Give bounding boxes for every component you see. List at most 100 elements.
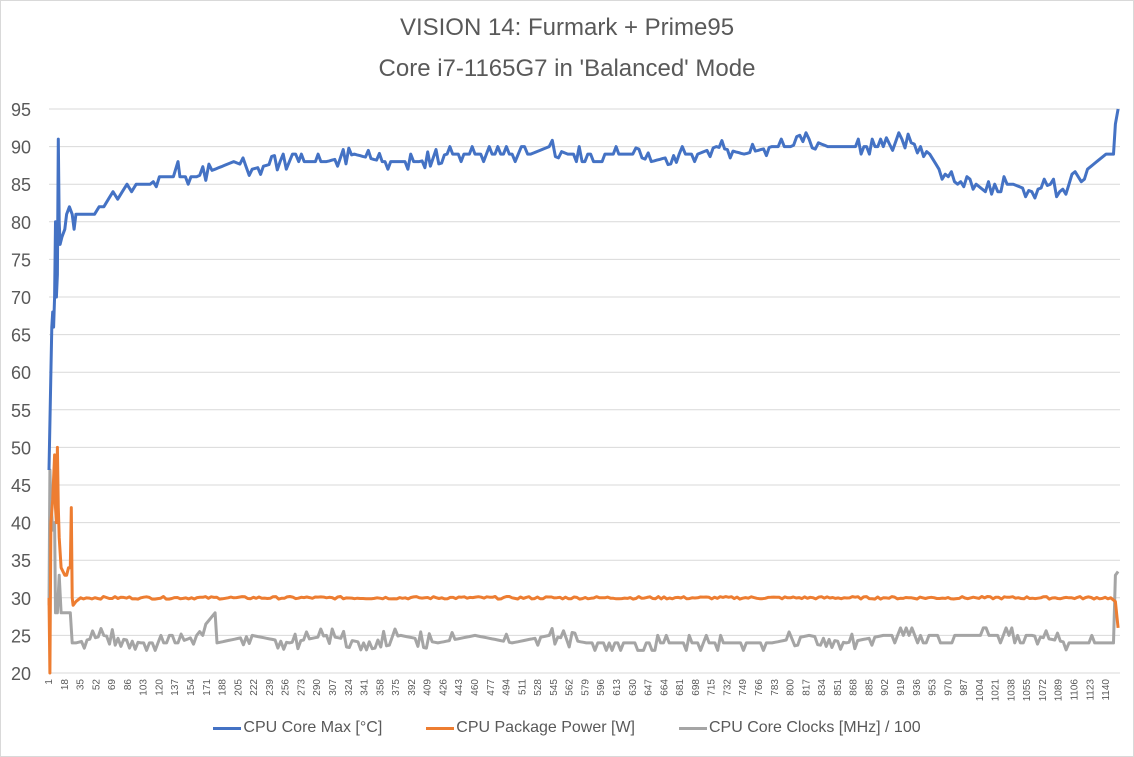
x-tick-label: 953 bbox=[928, 679, 939, 696]
x-tick-label: 103 bbox=[139, 679, 150, 696]
series-line-2 bbox=[47, 468, 1120, 652]
x-tick-label: 851 bbox=[833, 679, 844, 696]
series-line-0 bbox=[47, 108, 1120, 471]
x-tick-label: 1021 bbox=[991, 679, 1002, 702]
x-tick-label: 630 bbox=[628, 679, 639, 696]
x-tick-label: 409 bbox=[423, 679, 434, 696]
x-tick-label: 1072 bbox=[1038, 679, 1049, 702]
y-tick-label: 45 bbox=[11, 476, 31, 496]
y-tick-label: 35 bbox=[11, 551, 31, 571]
legend-label: CPU Core Max [°C] bbox=[243, 719, 383, 736]
x-tick-label: 290 bbox=[312, 679, 323, 696]
x-tick-label: 1004 bbox=[975, 679, 986, 702]
x-tick-label: 443 bbox=[454, 679, 465, 696]
x-tick-label: 902 bbox=[880, 679, 891, 696]
legend-label: CPU Core Clocks [MHz] / 100 bbox=[709, 719, 921, 736]
x-tick-label: 205 bbox=[233, 679, 244, 696]
chart-subtitle: Core i7-1165G7 in 'Balanced' Mode bbox=[378, 55, 756, 82]
x-tick-label: 613 bbox=[612, 679, 623, 696]
chart-title: VISION 14: Furmark + Prime95 bbox=[399, 14, 735, 41]
x-tick-label: 86 bbox=[123, 679, 134, 691]
x-tick-label: 222 bbox=[249, 679, 260, 696]
x-tick-label: 562 bbox=[565, 679, 576, 696]
y-tick-label: 90 bbox=[11, 138, 31, 158]
x-tick-label: 664 bbox=[659, 679, 670, 696]
y-tick-label: 70 bbox=[11, 288, 31, 308]
x-tick-label: 647 bbox=[644, 679, 655, 696]
y-tick-label: 40 bbox=[11, 514, 31, 534]
y-tick-label: 80 bbox=[11, 213, 31, 233]
x-tick-label: 120 bbox=[154, 679, 165, 696]
x-tick-label: 545 bbox=[549, 679, 560, 696]
legend: CPU Core Max [°C] CPU Package Power [W] … bbox=[0, 719, 1134, 737]
x-tick-label: 171 bbox=[202, 679, 213, 696]
legend-label: CPU Package Power [W] bbox=[456, 719, 635, 736]
x-tick-label: 885 bbox=[864, 679, 875, 696]
x-tick-label: 426 bbox=[438, 679, 449, 696]
legend-item-core-max: CPU Core Max [°C] bbox=[213, 719, 382, 737]
x-tick-label: 18 bbox=[60, 679, 71, 691]
x-tick-label: 52 bbox=[91, 679, 102, 691]
x-tick-label: 970 bbox=[943, 679, 954, 696]
x-tick-label: 1123 bbox=[1085, 679, 1096, 701]
y-tick-label: 85 bbox=[11, 175, 31, 195]
x-tick-label: 392 bbox=[407, 679, 418, 696]
x-tick-label: 596 bbox=[596, 679, 607, 696]
x-tick-label: 936 bbox=[912, 679, 923, 696]
x-tick-label: 341 bbox=[360, 679, 371, 696]
x-tick-label: 698 bbox=[691, 679, 702, 696]
x-tick-label: 1 bbox=[44, 679, 55, 685]
series-line-1 bbox=[47, 445, 1120, 675]
x-tick-label: 681 bbox=[675, 679, 686, 696]
x-tick-label: 239 bbox=[265, 679, 276, 696]
x-tick-label: 1038 bbox=[1006, 679, 1017, 702]
legend-swatch-blue-icon bbox=[213, 726, 242, 730]
x-tick-label: 154 bbox=[186, 679, 197, 696]
y-tick-label: 75 bbox=[11, 250, 31, 270]
x-tick-label: 732 bbox=[722, 679, 733, 696]
legend-swatch-orange-icon bbox=[426, 726, 455, 730]
y-tick-label: 55 bbox=[11, 401, 31, 421]
y-tick-label: 50 bbox=[11, 438, 31, 458]
x-tick-label: 579 bbox=[580, 679, 591, 696]
x-tick-label: 307 bbox=[328, 679, 339, 696]
x-tick-label: 783 bbox=[770, 679, 781, 696]
x-tick-label: 800 bbox=[786, 679, 797, 696]
x-tick-label: 69 bbox=[107, 679, 118, 691]
x-tick-label: 715 bbox=[707, 679, 718, 696]
x-tick-label: 749 bbox=[738, 679, 749, 696]
y-tick-label: 25 bbox=[11, 626, 31, 646]
x-tick-label: 1089 bbox=[1054, 679, 1065, 702]
x-tick-label: 868 bbox=[849, 679, 860, 696]
x-tick-label: 919 bbox=[896, 679, 907, 696]
x-tick-label: 528 bbox=[533, 679, 544, 696]
x-tick-label: 324 bbox=[344, 679, 355, 696]
x-tick-label: 511 bbox=[517, 679, 528, 695]
x-tick-label: 987 bbox=[959, 679, 970, 696]
x-tick-label: 766 bbox=[754, 679, 765, 696]
x-tick-label: 35 bbox=[76, 679, 87, 691]
x-tick-label: 273 bbox=[296, 679, 307, 696]
legend-swatch-gray-icon bbox=[679, 726, 707, 730]
x-tick-label: 358 bbox=[375, 679, 386, 696]
legend-item-core-clocks: CPU Core Clocks [MHz] / 100 bbox=[679, 719, 921, 737]
y-tick-label: 30 bbox=[11, 589, 31, 609]
x-tick-label: 1140 bbox=[1101, 679, 1112, 701]
x-tick-label: 494 bbox=[502, 679, 513, 696]
x-tick-label: 817 bbox=[801, 679, 812, 696]
y-tick-label: 95 bbox=[11, 100, 31, 120]
x-tick-label: 256 bbox=[281, 679, 292, 696]
x-tick-label: 460 bbox=[470, 679, 481, 696]
y-tick-label: 65 bbox=[11, 326, 31, 346]
x-tick-label: 834 bbox=[817, 679, 828, 696]
x-tick-label: 375 bbox=[391, 679, 402, 696]
x-tick-label: 1055 bbox=[1022, 679, 1033, 702]
x-tick-label: 477 bbox=[486, 679, 497, 696]
x-tick-label: 137 bbox=[170, 679, 181, 696]
y-tick-label: 60 bbox=[11, 363, 31, 383]
x-tick-label: 1106 bbox=[1070, 679, 1081, 701]
y-tick-label: 20 bbox=[11, 664, 31, 684]
x-tick-label: 188 bbox=[218, 679, 229, 696]
